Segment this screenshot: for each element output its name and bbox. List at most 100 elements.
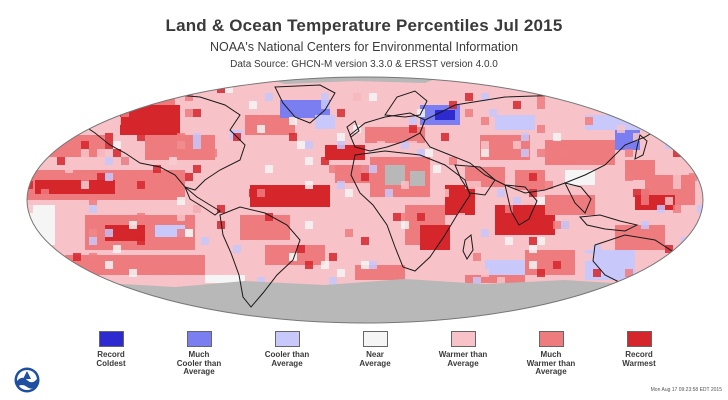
legend-item: Record Coldest [72,331,150,368]
percentile-cell [27,229,33,237]
percentile-cell [185,109,193,117]
percentile-cell [321,93,329,101]
percentile-cell [33,117,41,125]
percentile-cell [537,269,545,277]
legend-label: Record Coldest [96,350,126,368]
percentile-cell [673,205,681,213]
percentile-cell [113,149,121,157]
percentile-cell [257,189,265,197]
percentile-cell [593,269,601,277]
percentile-cell [473,277,481,285]
percentile-cell [561,149,569,157]
percentile-cell [105,101,113,109]
percentile-cell [410,171,425,186]
percentile-cell [329,277,337,285]
percentile-cell [81,125,89,133]
percentile-cell [401,221,409,229]
percentile-cell [537,197,545,205]
percentile-cell [65,165,73,173]
percentile-cell [553,261,561,269]
legend: Record Coldest Much Cooler than Average Co… [72,331,692,391]
percentile-cell [289,117,297,125]
percentile-cell [89,229,97,237]
percentile-cell [481,141,489,149]
percentile-cell [193,133,201,141]
percentile-cell [329,253,337,261]
percentile-cell [177,141,185,149]
percentile-cell [353,133,361,141]
percentile-cell [249,101,257,109]
percentile-cell [625,149,633,157]
percentile-cell [129,221,137,229]
percentile-cell [681,261,689,269]
percentile-cell [561,109,569,117]
percentile-cell [481,93,489,101]
percentile-cell [449,101,457,109]
percentile-cell [481,269,489,277]
percentile-cell [97,173,105,181]
legend-label: Much Cooler than Average [176,350,222,376]
percentile-cell [193,109,201,117]
percentile-cell [537,93,545,101]
legend-swatch [538,331,564,347]
percentile-cell [420,225,450,250]
percentile-cell [27,277,33,285]
percentile-cell [633,133,641,141]
data-source: Data Source: GHCN-M version 3.3.0 & ERSS… [230,59,498,70]
percentile-cell [401,141,409,149]
percentile-cell [137,181,145,189]
percentile-cell [209,149,217,157]
percentile-cell [97,149,105,157]
percentile-cell [89,253,97,261]
percentile-cell [553,133,561,141]
scandinavia-outline [384,90,428,118]
percentile-cell [409,125,417,133]
percentile-cell [361,237,369,245]
percentile-cell [337,133,345,141]
percentile-cell [505,237,513,245]
percentile-cell [153,165,161,173]
percentile-cell [121,157,129,165]
percentile-cell [105,141,113,149]
percentile-cell [697,253,703,261]
percentile-cell [495,115,535,130]
percentile-cell [250,185,330,207]
percentile-cell [353,93,361,101]
percentile-cell [465,275,525,283]
percentile-cell [665,197,673,205]
percentile-cell [81,141,89,149]
arabia-outline [454,164,496,196]
legend-item: Record Warmest [600,331,678,368]
percentile-cell [193,205,201,213]
percentile-cell [529,245,537,253]
world-map [25,75,705,325]
southeast-asia-outline [564,182,592,214]
percentile-cell [297,245,305,253]
percentile-cell [481,149,489,157]
legend-label: Much Warmer than Average [526,350,576,376]
percentile-cell [529,261,537,269]
percentile-cell [57,133,65,141]
percentile-cell [473,181,481,189]
percentile-cell [81,149,89,157]
percentile-cell [689,133,697,141]
percentile-cell [433,165,441,173]
percentile-cell [137,237,145,245]
percentile-cell [105,173,113,181]
percentile-cell [193,141,201,149]
percentile-cell [321,261,329,269]
antarctica-missing-data [27,279,703,323]
percentile-cell [177,197,185,205]
percentile-cell [521,133,529,141]
percentile-cell [329,165,337,173]
percentile-cell [137,85,145,93]
british-isles-outline [346,120,360,138]
percentile-cell [305,141,313,149]
percentile-cell [305,157,313,165]
percentile-cell [337,269,345,277]
percentile-cell [489,197,497,205]
percentile-cell [41,189,49,197]
percentile-cell [417,213,425,221]
percentile-cell [337,181,345,189]
percentile-cell [633,189,641,197]
